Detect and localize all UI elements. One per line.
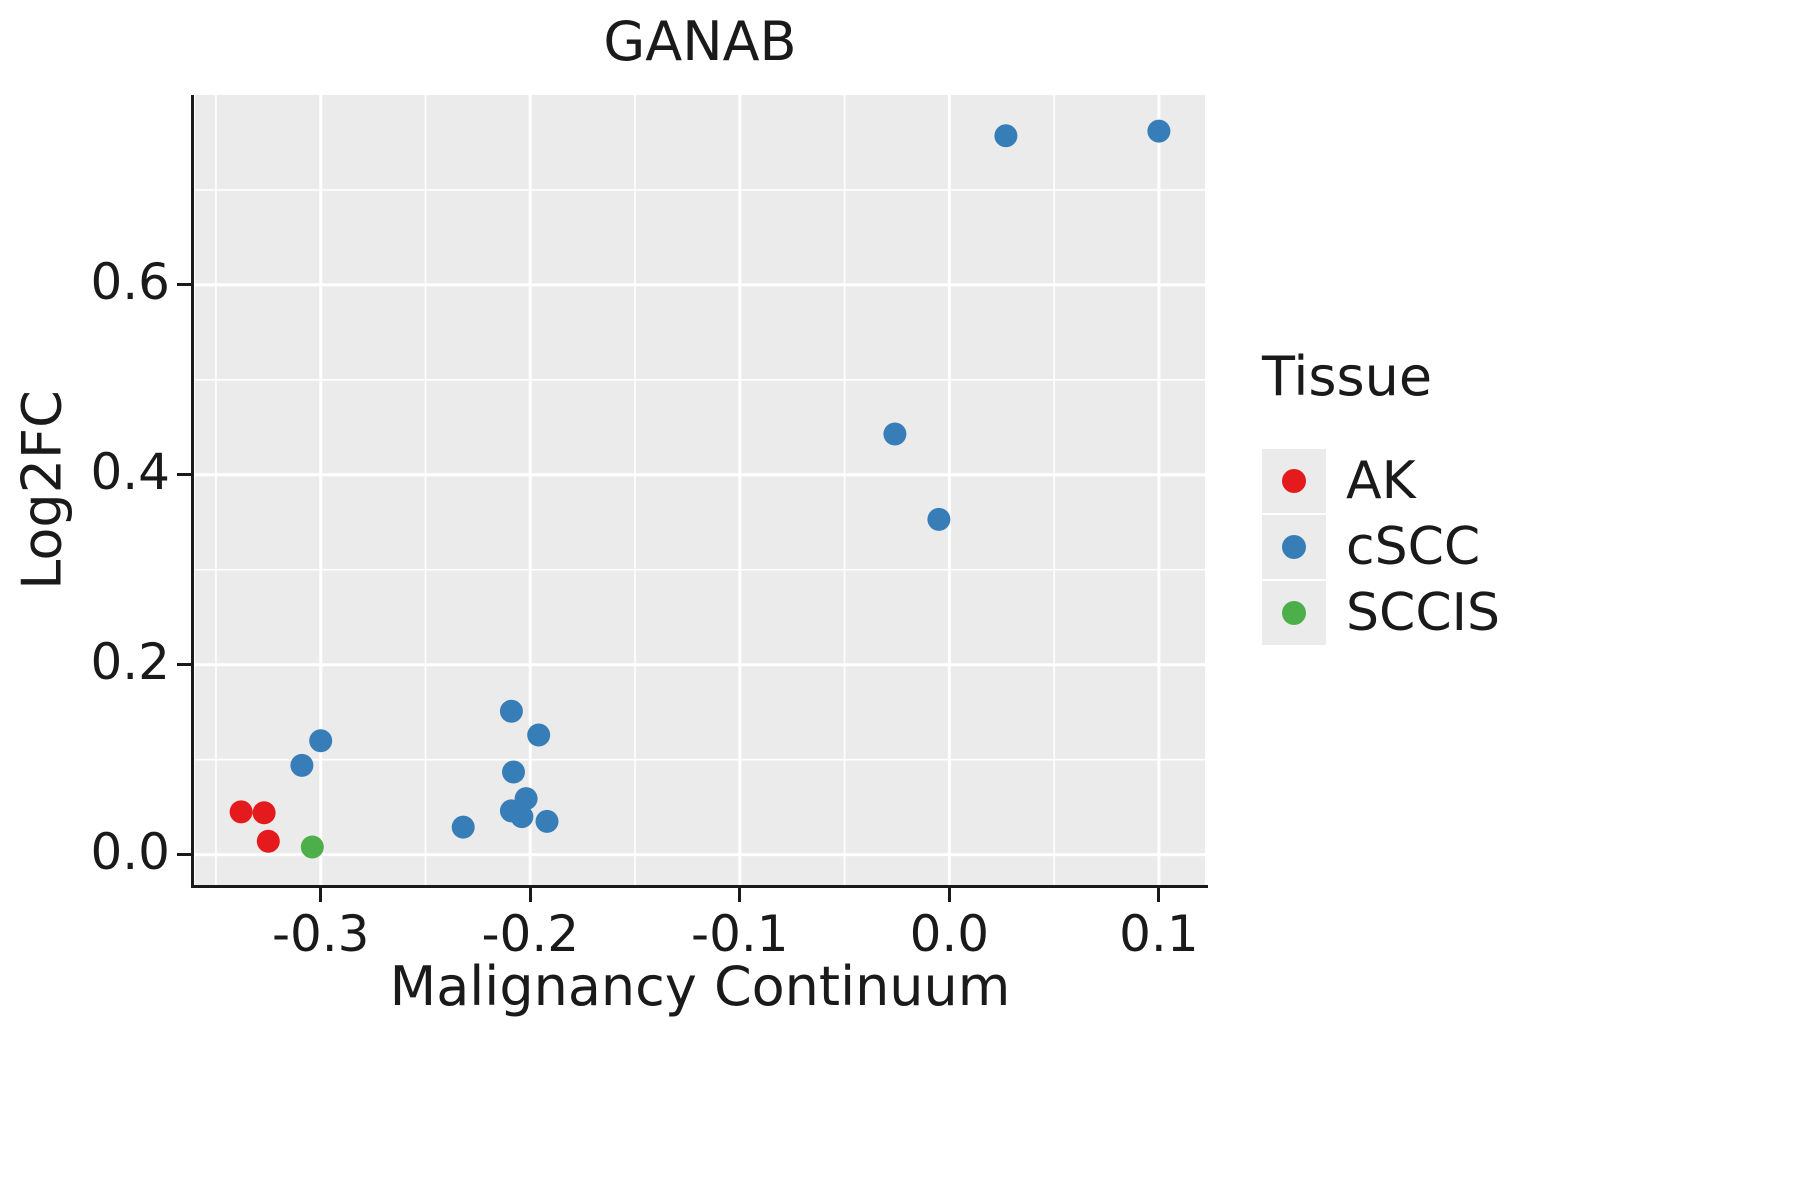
x-axis-line — [191, 885, 1208, 888]
y-tick-mark — [177, 663, 191, 667]
legend-label-cscc: cSCC — [1346, 517, 1481, 577]
y-tick-mark — [177, 283, 191, 287]
data-point-cscc — [535, 809, 559, 833]
x-tick-mark — [1157, 888, 1161, 902]
legend-label-ak: AK — [1346, 451, 1416, 511]
data-point-cscc — [883, 422, 907, 446]
y-tick-mark — [177, 853, 191, 857]
legend-entry-sccis: SCCIS — [1262, 580, 1500, 646]
data-point-cscc — [994, 124, 1018, 148]
data-point-cscc — [499, 699, 523, 723]
sccis-dot-icon — [1282, 601, 1306, 625]
data-point-ak — [256, 829, 280, 853]
y-tick-mark — [177, 473, 191, 477]
data-point-cscc — [290, 753, 314, 777]
x-axis-label: Malignancy Continuum — [389, 955, 1011, 1018]
x-tick-label: -0.3 — [271, 905, 370, 963]
legend-key — [1262, 581, 1326, 645]
data-point-ak — [229, 800, 253, 824]
data-point-cscc — [309, 729, 333, 753]
x-tick-mark — [528, 888, 532, 902]
data-point-ak — [252, 801, 276, 825]
data-point-sccis — [300, 835, 324, 859]
legend-key — [1262, 449, 1326, 513]
data-point-cscc — [451, 815, 475, 839]
y-tick-label: 0.6 — [90, 252, 170, 311]
cscc-dot-icon — [1282, 535, 1306, 559]
chart-title: GANAB — [603, 10, 797, 73]
x-tick-label: 0.1 — [1119, 905, 1199, 963]
x-tick-mark — [738, 888, 742, 902]
x-tick-label: 0.0 — [909, 905, 990, 963]
data-point-cscc — [502, 760, 525, 784]
legend: Tissue AK cSCC SCCIS — [1262, 345, 1500, 646]
legend-label-sccis: SCCIS — [1346, 583, 1500, 643]
y-axis-line — [191, 95, 194, 888]
legend-title: Tissue — [1262, 345, 1433, 408]
legend-key — [1262, 515, 1326, 579]
x-tick-mark — [319, 888, 323, 902]
scatter-plot-area — [195, 95, 1205, 885]
data-point-cscc — [514, 787, 538, 811]
ak-dot-icon — [1282, 469, 1306, 493]
y-tick-label: 0.2 — [90, 632, 170, 691]
data-point-cscc — [927, 507, 951, 531]
data-point-cscc — [1147, 119, 1171, 143]
x-tick-label: -0.2 — [481, 905, 580, 963]
data-point-cscc — [527, 723, 551, 747]
data-point-cscc — [510, 805, 534, 829]
y-tick-label: 0.4 — [90, 442, 170, 501]
y-tick-label: 0.0 — [90, 822, 170, 881]
legend-entry-cscc: cSCC — [1262, 514, 1500, 580]
x-tick-mark — [947, 888, 951, 902]
legend-entry-ak: AK — [1262, 448, 1500, 514]
x-tick-label: -0.1 — [691, 905, 789, 963]
